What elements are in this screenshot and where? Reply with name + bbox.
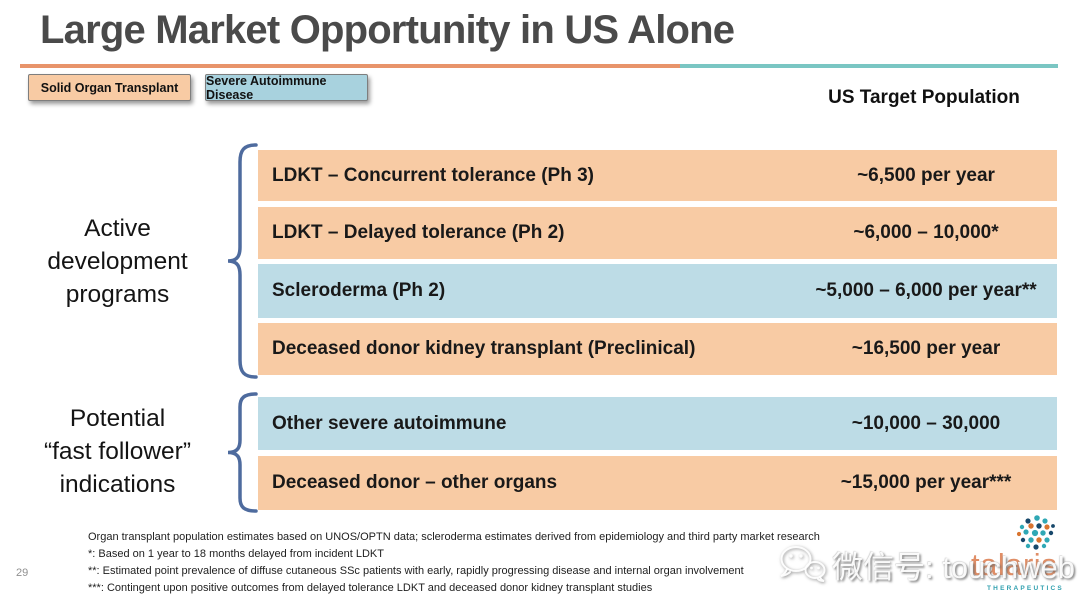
group-label-potential-fast-follower-indications: Potential “fast follower” indications — [43, 405, 192, 498]
legend-chip-solid-organ-transplant: Solid Organ Transplant — [28, 74, 191, 101]
population-value: ~15,000 per year*** — [840, 472, 1012, 493]
table-row: LDKT – Concurrent tolerance (Ph 3) ~6,50… — [258, 150, 1057, 201]
table-row: Deceased donor kidney transplant (Precli… — [258, 323, 1057, 375]
page-number: 29 — [16, 567, 29, 579]
curly-brace-group-2 — [227, 392, 258, 513]
program-name: LDKT – Delayed tolerance (Ph 2) — [272, 222, 565, 243]
page-title: Large Market Opportunity in US Alone — [40, 8, 735, 52]
population-value: ~6,500 per year — [857, 164, 995, 186]
curly-brace-group-1 — [227, 143, 258, 379]
population-value: ~10,000 – 30,000 — [851, 412, 1001, 434]
footnote-asterisk-2: **: Estimated point prevalence of diffus… — [88, 565, 744, 577]
table-row: Other severe autoimmune ~10,000 – 30,000 — [258, 397, 1057, 450]
table-row: Deceased donor – other organs ~15,000 pe… — [258, 456, 1057, 510]
title-underline-teal — [680, 64, 1058, 68]
table-row: Scleroderma (Ph 2) ~5,000 – 6,000 per ye… — [258, 264, 1057, 318]
population-value: ~5,000 – 6,000 per year** — [815, 280, 1037, 301]
program-name: Deceased donor kidney transplant (Precli… — [272, 338, 696, 359]
program-name: LDKT – Concurrent tolerance (Ph 3) — [272, 164, 594, 186]
group-label-active-development-programs: Active development programs — [47, 215, 188, 308]
title-underline-orange — [20, 64, 680, 68]
population-value: ~6,000 – 10,000* — [853, 222, 999, 243]
footnote-source: Organ transplant population estimates ba… — [88, 531, 820, 543]
program-name: Other severe autoimmune — [272, 412, 507, 434]
legend-chip-severe-autoimmune-disease: Severe Autoimmune Disease — [205, 74, 368, 102]
talaris-logo-dot-cluster-icon — [1016, 515, 1055, 550]
wechat-watermark: 微信号: touchweb — [778, 542, 1075, 587]
wechat-icon — [780, 545, 826, 582]
column-header-us-target-population: US Target Population — [828, 87, 1020, 108]
footnotes: Organ transplant population estimates ba… — [88, 529, 820, 597]
program-name: Deceased donor – other organs — [272, 472, 558, 493]
table-row: LDKT – Delayed tolerance (Ph 2) ~6,000 –… — [258, 207, 1057, 259]
population-value: ~16,500 per year — [851, 338, 1001, 359]
watermark-text: 微信号: touchweb — [832, 550, 1075, 585]
program-name: Scleroderma (Ph 2) — [272, 280, 446, 301]
footnote-asterisk-3: ***: Contingent upon positive outcomes f… — [88, 582, 653, 594]
talaris-logo-tagline: THERAPEUTICS — [987, 585, 1064, 592]
footnote-asterisk-1: *: Based on 1 year to 18 months delayed … — [88, 548, 384, 560]
talaris-logo-wordmark: talaris — [971, 547, 1058, 582]
